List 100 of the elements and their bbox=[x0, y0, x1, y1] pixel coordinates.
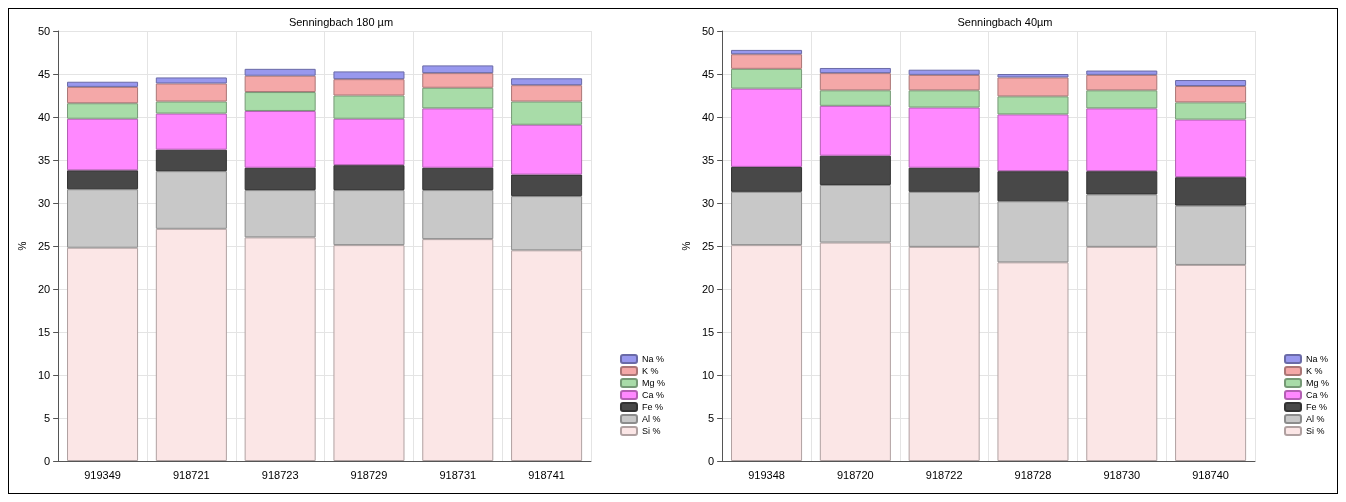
bar bbox=[155, 101, 227, 114]
bar bbox=[155, 83, 227, 102]
bar bbox=[422, 87, 494, 109]
y-tick-label: 35 bbox=[37, 154, 51, 166]
x-tick-label: 919349 bbox=[84, 468, 121, 481]
y-tick-label: 10 bbox=[37, 369, 51, 381]
bar bbox=[1086, 70, 1158, 75]
bar bbox=[422, 65, 494, 74]
legend-label: Ca % bbox=[1305, 390, 1329, 400]
legend-label: Si % bbox=[1305, 426, 1325, 436]
y-tick-label: 15 bbox=[701, 326, 715, 338]
bar bbox=[908, 246, 980, 461]
bar bbox=[1175, 264, 1247, 461]
y-tick-label: 50 bbox=[701, 25, 715, 37]
bar bbox=[819, 67, 891, 74]
chart-title: Senningbach 40µm bbox=[957, 15, 1053, 28]
y-tick-label: 0 bbox=[44, 455, 51, 467]
bar bbox=[997, 77, 1069, 97]
bar bbox=[1175, 177, 1247, 206]
legend-label: Na % bbox=[1305, 354, 1329, 364]
bar bbox=[511, 78, 583, 86]
bar bbox=[511, 250, 583, 461]
bar bbox=[1086, 194, 1158, 247]
legend-label: K % bbox=[1305, 366, 1323, 376]
bar bbox=[244, 190, 316, 238]
bar bbox=[819, 184, 891, 243]
bar bbox=[1175, 102, 1247, 120]
bar bbox=[333, 245, 405, 461]
y-tick-label: 30 bbox=[701, 197, 715, 209]
legend-label: Fe % bbox=[1305, 402, 1328, 412]
bar bbox=[422, 167, 494, 191]
bar bbox=[422, 239, 494, 461]
y-tick-label: 10 bbox=[701, 369, 715, 381]
bar bbox=[819, 73, 891, 91]
bar bbox=[819, 242, 891, 461]
bar bbox=[155, 171, 227, 229]
bar bbox=[422, 73, 494, 88]
legend-label: Al % bbox=[1305, 414, 1325, 424]
bar bbox=[1086, 90, 1158, 109]
x-tick-label: 918741 bbox=[528, 468, 565, 481]
bar bbox=[67, 81, 139, 87]
bar bbox=[511, 174, 583, 197]
x-tick-label: 918720 bbox=[836, 468, 874, 481]
bar bbox=[333, 71, 405, 80]
bar bbox=[731, 166, 803, 192]
bar bbox=[333, 118, 405, 166]
bar bbox=[997, 114, 1069, 172]
legend-label: Na % bbox=[641, 354, 665, 364]
bar bbox=[244, 110, 316, 168]
x-tick-label: 918722 bbox=[925, 468, 963, 481]
legend-label: Al % bbox=[641, 414, 661, 424]
bar bbox=[244, 92, 316, 111]
y-tick-label: 5 bbox=[708, 412, 715, 424]
bar bbox=[819, 105, 891, 156]
y-tick-label: 0 bbox=[708, 455, 715, 467]
x-tick-label: 918740 bbox=[1192, 468, 1229, 481]
bar bbox=[67, 86, 139, 104]
bar bbox=[908, 74, 980, 91]
bar bbox=[997, 74, 1069, 78]
x-tick-label: 918721 bbox=[172, 468, 210, 481]
bar bbox=[997, 201, 1069, 263]
bar bbox=[511, 124, 583, 175]
bar bbox=[1086, 74, 1158, 91]
y-tick-label: 25 bbox=[37, 240, 51, 252]
y-axis-title: % bbox=[16, 241, 28, 251]
bar bbox=[908, 191, 980, 247]
bar bbox=[731, 88, 803, 167]
bar bbox=[244, 167, 316, 191]
legend-label: Mg % bbox=[1305, 378, 1330, 388]
bar bbox=[1086, 171, 1158, 195]
y-tick-label: 45 bbox=[37, 68, 51, 80]
bar bbox=[731, 68, 803, 89]
chart-title: Senningbach 180 µm bbox=[288, 15, 394, 28]
legend-label: Mg % bbox=[641, 378, 666, 388]
y-tick-label: 20 bbox=[701, 283, 715, 295]
bar bbox=[908, 69, 980, 75]
bar bbox=[1175, 205, 1247, 265]
x-tick-label: 918730 bbox=[1103, 468, 1141, 481]
bar bbox=[511, 196, 583, 251]
bar bbox=[731, 49, 803, 55]
bar bbox=[997, 171, 1069, 202]
x-tick-label: 918731 bbox=[439, 468, 477, 481]
x-tick-label: 918728 bbox=[1014, 468, 1052, 481]
bar bbox=[997, 262, 1069, 461]
bar bbox=[731, 54, 803, 69]
legend-label: Ca % bbox=[641, 390, 665, 400]
y-tick-label: 45 bbox=[701, 68, 715, 80]
bar bbox=[67, 103, 139, 119]
bar bbox=[67, 189, 139, 248]
bar bbox=[67, 118, 139, 171]
bar bbox=[1175, 80, 1247, 87]
bar bbox=[67, 170, 139, 190]
y-tick-label: 5 bbox=[44, 412, 51, 424]
bar bbox=[908, 90, 980, 108]
y-tick-label: 40 bbox=[37, 111, 51, 123]
bar bbox=[244, 237, 316, 461]
legend-label: K % bbox=[641, 366, 659, 376]
bar bbox=[155, 149, 227, 172]
bar bbox=[731, 245, 803, 461]
bar bbox=[155, 77, 227, 84]
